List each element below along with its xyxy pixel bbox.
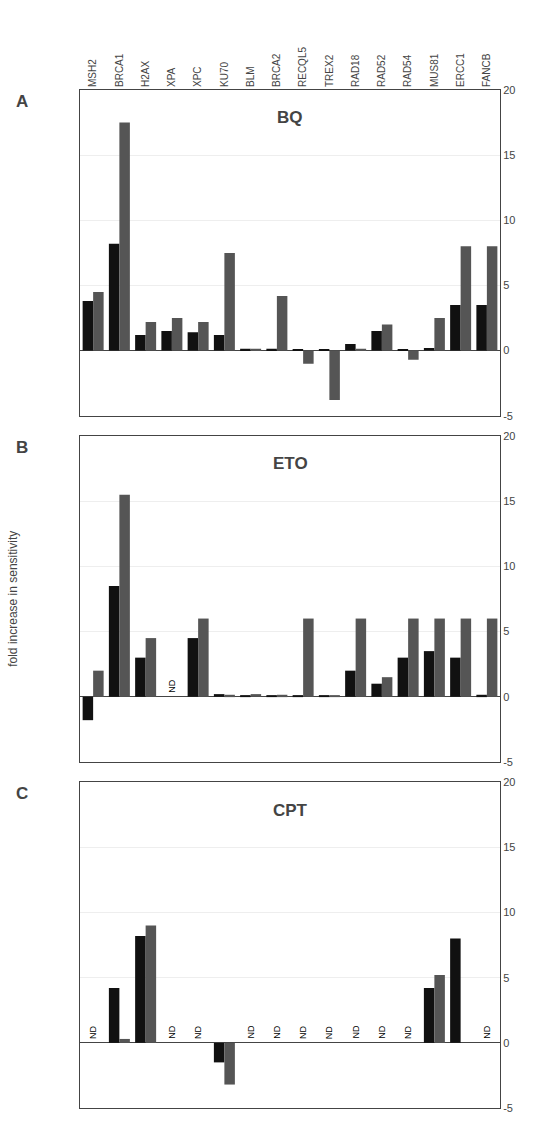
svg-text:C: C (16, 784, 28, 803)
svg-text:ND: ND (351, 1025, 361, 1038)
svg-text:ND: ND (298, 1026, 308, 1039)
svg-text:A: A (16, 92, 28, 111)
svg-text:CPT: CPT (273, 801, 308, 820)
svg-text:RAD54: RAD54 (402, 54, 413, 87)
svg-text:ND: ND (88, 1026, 98, 1039)
svg-text:10: 10 (503, 906, 515, 918)
svg-text:-5: -5 (503, 1102, 513, 1114)
svg-text:15: 15 (503, 841, 515, 853)
svg-text:15: 15 (503, 495, 515, 507)
svg-text:BRCA2: BRCA2 (271, 53, 282, 87)
svg-text:H2AX: H2AX (140, 61, 151, 87)
svg-text:0: 0 (503, 344, 509, 356)
svg-text:ND: ND (482, 1025, 492, 1038)
svg-text:0: 0 (503, 691, 509, 703)
svg-text:B: B (16, 438, 28, 457)
svg-text:ND: ND (377, 1025, 387, 1038)
svg-text:0: 0 (503, 1037, 509, 1049)
svg-text:ND: ND (403, 1026, 413, 1039)
svg-text:KU70: KU70 (219, 62, 230, 87)
svg-text:5: 5 (503, 279, 509, 291)
svg-text:BRCA1: BRCA1 (114, 53, 125, 87)
svg-text:XPA: XPA (166, 67, 177, 87)
svg-text:FANCB: FANCB (481, 53, 492, 87)
svg-text:ND: ND (272, 1025, 282, 1038)
svg-text:5: 5 (503, 972, 509, 984)
svg-text:20: 20 (503, 776, 515, 788)
svg-text:20: 20 (503, 84, 515, 96)
svg-text:20: 20 (503, 430, 515, 442)
svg-text:fold increase in sensitivity: fold increase in sensitivity (6, 531, 20, 667)
svg-text:10: 10 (503, 560, 515, 572)
svg-text:5: 5 (503, 625, 509, 637)
svg-text:TREX2: TREX2 (324, 54, 335, 87)
svg-text:RAD18: RAD18 (350, 54, 361, 87)
svg-text:XPC: XPC (192, 66, 203, 87)
svg-text:ND: ND (167, 1025, 177, 1038)
svg-text:MSH2: MSH2 (87, 59, 98, 87)
svg-text:ND: ND (167, 679, 177, 692)
svg-text:15: 15 (503, 149, 515, 161)
svg-text:ND: ND (193, 1026, 203, 1039)
svg-text:-5: -5 (503, 756, 513, 768)
svg-text:ERCC1: ERCC1 (455, 53, 466, 87)
svg-text:RECQL5: RECQL5 (297, 47, 308, 87)
svg-text:-5: -5 (503, 410, 513, 422)
svg-text:ND: ND (324, 1026, 334, 1039)
svg-text:ND: ND (246, 1025, 256, 1038)
svg-text:10: 10 (503, 214, 515, 226)
svg-text:BLM: BLM (245, 66, 256, 87)
svg-text:BQ: BQ (277, 108, 303, 127)
svg-text:ETO: ETO (273, 454, 308, 473)
svg-text:MUS81: MUS81 (429, 53, 440, 87)
svg-text:RAD52: RAD52 (376, 54, 387, 87)
